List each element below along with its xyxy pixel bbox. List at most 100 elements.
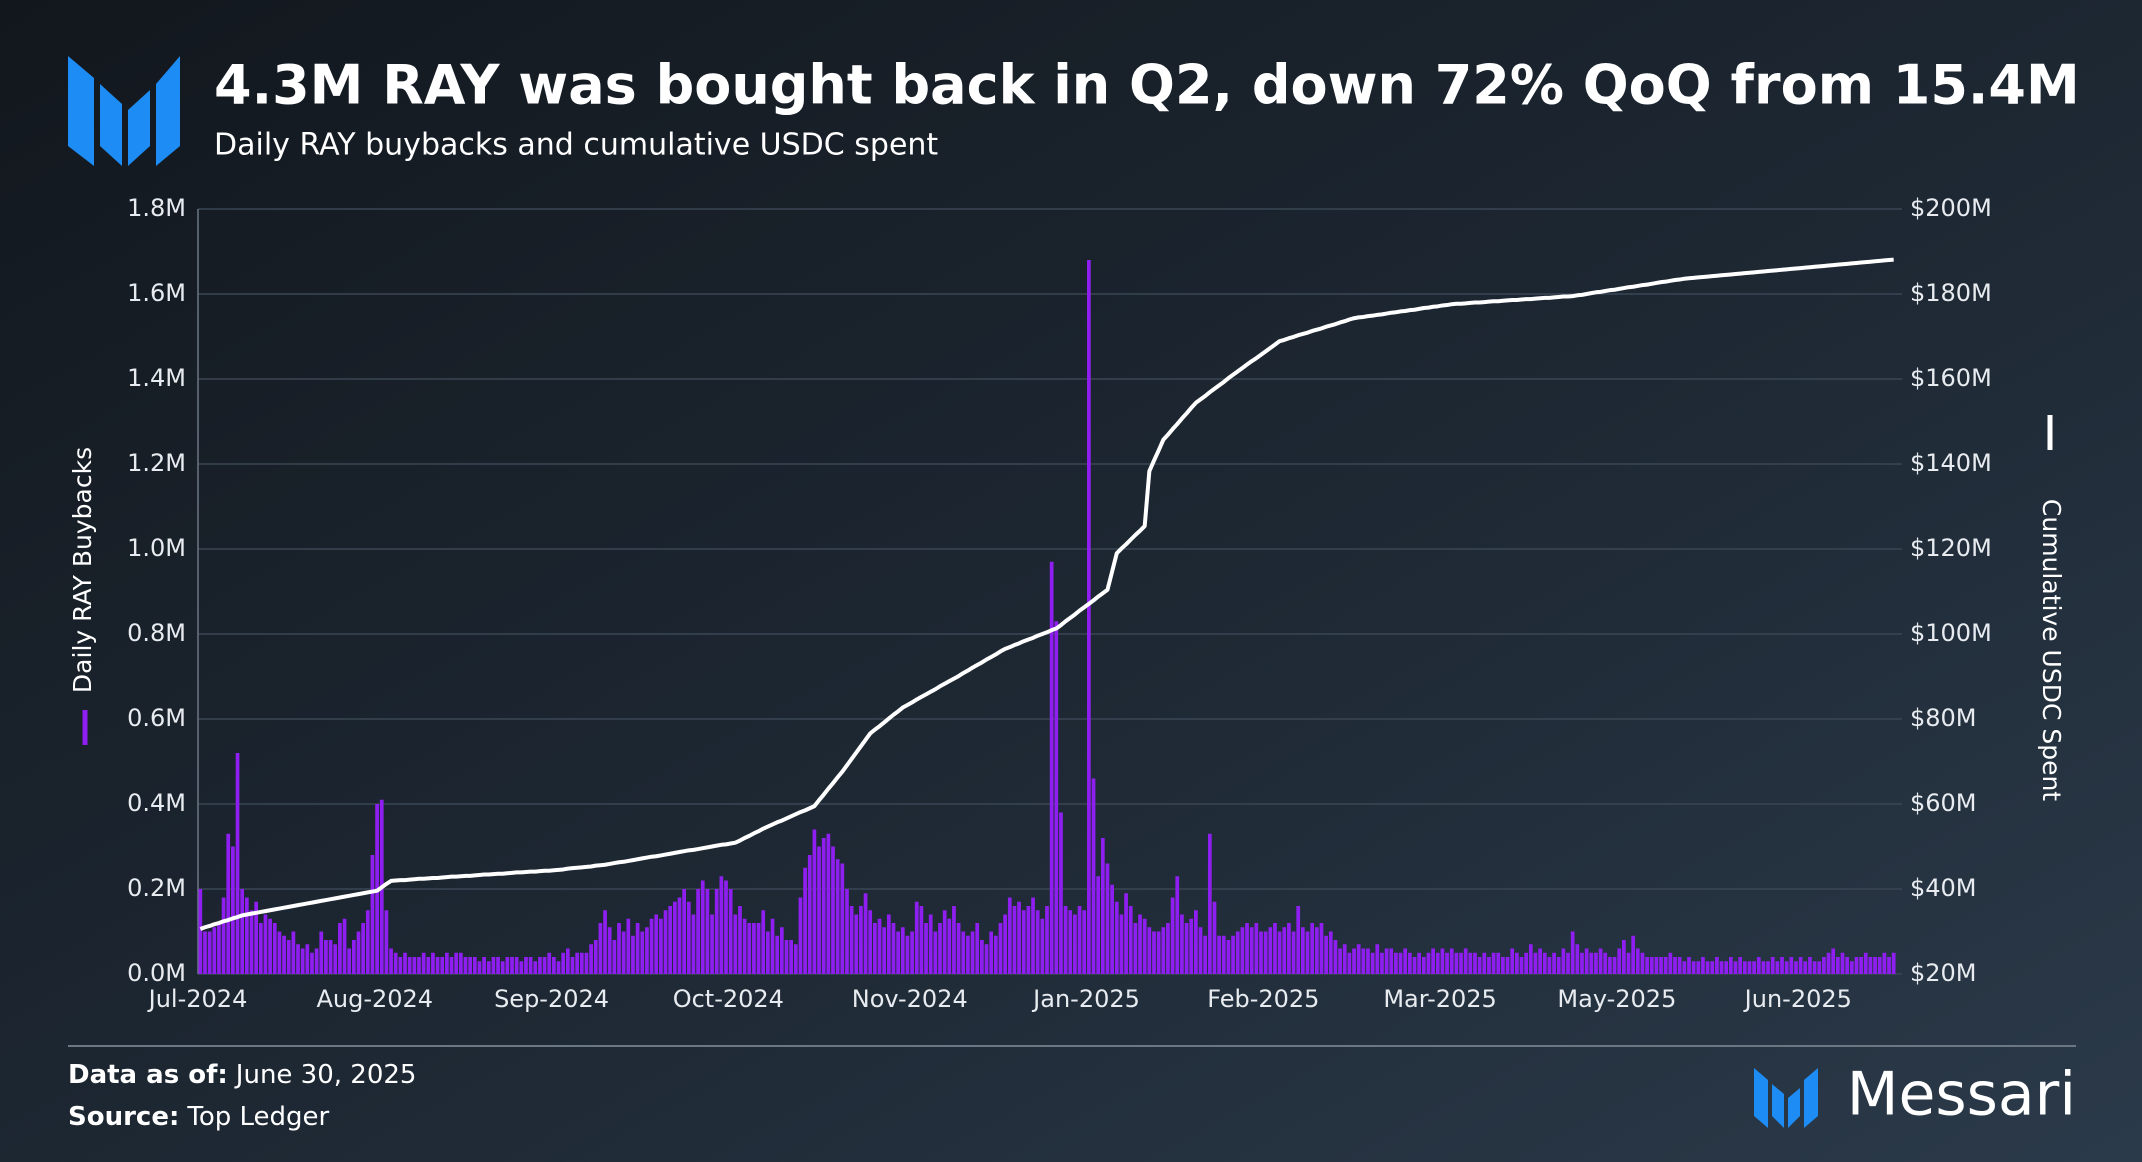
bar: [1217, 935, 1221, 974]
y2-axis-title: Cumulative USDC Spent: [2037, 499, 2066, 801]
bar: [1254, 923, 1259, 974]
bar: [1054, 621, 1059, 974]
bar: [980, 940, 984, 974]
bar: [1394, 952, 1398, 974]
bar: [282, 935, 286, 974]
bar: [840, 863, 845, 974]
bar: [1114, 901, 1119, 974]
bar: [1877, 957, 1882, 974]
bar: [1487, 957, 1491, 974]
bar: [686, 901, 691, 974]
x-tick-label: May-2025: [1557, 985, 1676, 1013]
bar: [1282, 927, 1287, 974]
bar: [910, 931, 914, 974]
bar: [1310, 923, 1315, 974]
bar: [1808, 957, 1812, 974]
bar: [1891, 952, 1896, 974]
bar: [845, 889, 849, 974]
bar: [649, 918, 654, 974]
bar: [231, 846, 235, 974]
bar: [1445, 952, 1449, 974]
bar: [1096, 876, 1101, 974]
bar: [1496, 952, 1501, 974]
bar: [1389, 948, 1394, 974]
bar: [240, 889, 245, 974]
bar: [714, 889, 719, 974]
bar: [752, 923, 756, 974]
bar: [445, 952, 449, 974]
bar: [1882, 952, 1887, 974]
bar: [742, 918, 747, 974]
x-tick-label: Mar-2025: [1383, 985, 1496, 1013]
bar: [1780, 957, 1784, 974]
plot-area: 0.0M 0.2M 0.4M 0.6M 0.8M 1.0M 1.2M 1.4M 1.6M 1.8M…: [127, 194, 1992, 1013]
bar: [738, 906, 742, 974]
bar: [356, 931, 361, 974]
bar: [1324, 935, 1328, 974]
bar: [1435, 952, 1440, 974]
bar: [933, 931, 938, 974]
bar: [538, 957, 542, 974]
bar: [421, 952, 426, 974]
x-tick-label: Sep-2024: [494, 985, 609, 1013]
bar: [1273, 923, 1277, 974]
bar: [258, 923, 263, 974]
bar: [1775, 961, 1780, 974]
bar: [1868, 957, 1873, 974]
bar: [1338, 948, 1342, 974]
bar: [1724, 961, 1729, 974]
bar: [1194, 910, 1198, 974]
bar: [440, 957, 445, 974]
bar: [198, 889, 203, 974]
bar: [1347, 952, 1352, 974]
bar: [324, 940, 328, 974]
bar: [319, 931, 324, 974]
bar: [1398, 952, 1403, 974]
bar: [1068, 910, 1073, 974]
bar: [347, 948, 352, 974]
bar: [1198, 927, 1203, 974]
bar: [203, 931, 207, 974]
bar: [1719, 961, 1724, 974]
bar: [1673, 957, 1677, 974]
bar: [1049, 561, 1054, 974]
bar: [426, 957, 431, 974]
bar: [775, 935, 780, 974]
bar: [1091, 778, 1096, 974]
bar: [389, 948, 393, 974]
bar: [868, 910, 873, 974]
bar: [1533, 952, 1538, 974]
bar: [1314, 927, 1319, 974]
bar: [1454, 952, 1459, 974]
bar: [1659, 957, 1663, 974]
bar: [212, 927, 217, 974]
bar: [1459, 952, 1463, 974]
bar: [854, 914, 859, 974]
bar: [1259, 931, 1263, 974]
bar: [1473, 952, 1477, 974]
bar: [1100, 838, 1105, 974]
bar: [598, 923, 603, 974]
bar: [338, 923, 342, 974]
bar: [1603, 952, 1608, 974]
bar: [1770, 957, 1775, 974]
x-tick-label: Jun-2025: [1743, 985, 1852, 1013]
bar: [1687, 957, 1691, 974]
brand-logo: [1754, 1068, 1818, 1128]
bar: [589, 944, 593, 974]
y-tick-label: 1.6M: [127, 279, 186, 307]
bar: [500, 961, 505, 974]
bar: [449, 957, 454, 974]
y-tick-label: 0.0M: [127, 959, 186, 987]
bar: [886, 914, 891, 974]
bar: [919, 906, 924, 974]
bar: [1319, 923, 1324, 974]
bar: [812, 829, 817, 974]
bar: [272, 923, 277, 974]
bar: [1045, 906, 1049, 974]
x-tick-label: Aug-2024: [316, 985, 433, 1013]
bar: [1156, 931, 1161, 974]
bar: [1263, 931, 1268, 974]
bar: [766, 931, 770, 974]
